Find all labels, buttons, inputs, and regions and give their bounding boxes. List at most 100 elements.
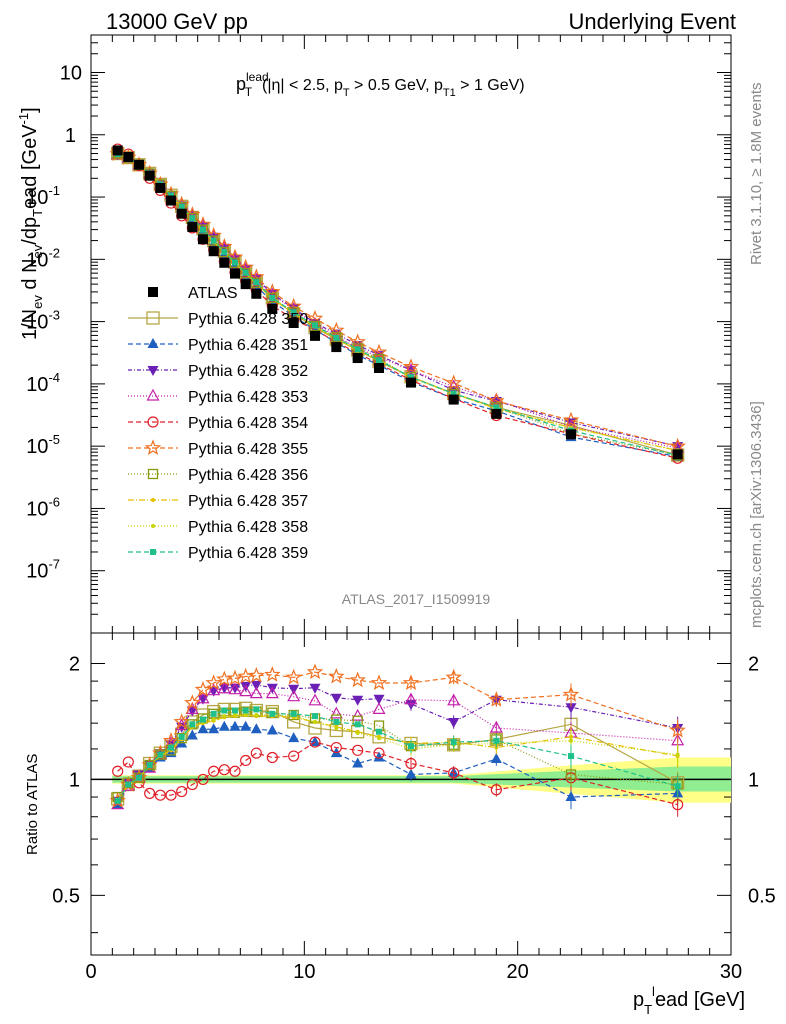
legend-entry: Pythia 6.428 351 [128,337,308,354]
data-point [312,322,318,329]
legend-entry: Pythia 6.428 353 [128,388,308,406]
data-point [233,712,237,717]
data-point [219,246,230,258]
series-356 [112,148,683,461]
data-point [312,713,318,720]
data-point [168,744,174,751]
data-point [406,377,416,388]
data-point [329,706,343,719]
legend-entry: Pythia 6.428 354 [128,415,308,432]
data-point [165,789,177,801]
y-tick-label-main: 10-2 [26,245,60,271]
ratio-series-359 [114,706,681,804]
data-point [445,374,462,391]
data-point [448,717,460,728]
data-point [208,235,219,246]
data-point [331,342,342,353]
ratio-y-tick-label-left: 1 [69,769,80,791]
data-point [490,784,502,796]
data-point [333,718,340,725]
data-point [330,741,342,754]
data-point [184,694,201,710]
ratio-y-tick-label-right: 0.5 [748,885,776,907]
data-point [354,346,361,353]
data-point [134,159,144,170]
data-point [208,246,219,257]
legend-entry: Pythia 6.428 355 [128,439,308,458]
data-point [197,224,209,235]
x-tick-label: 0 [85,961,96,983]
data-point [402,674,420,690]
data-point [232,259,238,266]
data-point [675,752,680,757]
x-tick-label: 10 [293,961,315,983]
data-point [290,309,297,316]
y-axis-label-ratio: Ratio to ATLAS [24,754,41,855]
data-point [186,778,198,791]
ratio-y-tick-label-left: 0.5 [52,885,80,907]
data-point [313,719,317,724]
data-point [288,750,300,762]
data-point [189,721,196,728]
data-point [228,682,242,695]
data-point [198,234,208,245]
data-point [217,681,231,694]
data-point [349,671,366,688]
series-358 [115,152,680,453]
data-point [373,720,385,731]
y-tick-label-main: 10 [60,62,82,84]
series-line [117,154,678,458]
data-point [144,759,155,771]
data-point [450,390,457,397]
legend-label: Pythia 6.428 350 [188,311,308,328]
data-point [330,693,342,704]
data-point [230,268,240,279]
data-point [493,737,500,744]
data-point [352,343,363,354]
data-point [229,683,241,694]
data-point [146,762,153,769]
data-point [328,321,345,338]
data-point [144,439,162,456]
data-point [265,686,279,699]
data-point [490,752,502,763]
data-point [448,767,460,779]
data-point [229,765,241,777]
data-point [373,747,385,759]
legend-label: Pythia 6.428 355 [188,441,308,458]
series-ATLAS [112,145,683,460]
data-point [306,663,324,680]
data-point [208,765,220,777]
data-point [237,667,254,684]
data-point [144,787,156,799]
data-point [565,703,577,714]
data-point [112,145,123,156]
legend-label: ATLAS [188,285,238,302]
data-point [123,151,134,162]
data-point [155,749,166,760]
x-tick-label: 30 [720,961,742,983]
analysis-label: ATLAS_2017_I1509919 [342,591,491,607]
legend-label: Pythia 6.428 352 [188,363,308,380]
data-point [147,338,159,348]
data-point [250,747,262,759]
legend-entry: Pythia 6.428 352 [128,363,308,380]
data-point [146,388,160,401]
data-point [218,683,230,694]
legend-label: Pythia 6.428 359 [188,545,308,562]
data-point [207,683,221,696]
data-point [240,279,251,290]
main-panel-frame [90,34,732,634]
series-line [117,153,678,448]
legend-entry: Pythia 6.428 357 [128,493,308,510]
data-point [210,237,217,244]
data-point [328,667,345,684]
data-point [352,744,364,756]
data-point [376,728,382,735]
data-point [285,668,302,685]
data-point [242,707,249,714]
data-point [331,332,342,343]
data-point [218,764,230,776]
legend-label: Pythia 6.428 353 [188,389,308,406]
